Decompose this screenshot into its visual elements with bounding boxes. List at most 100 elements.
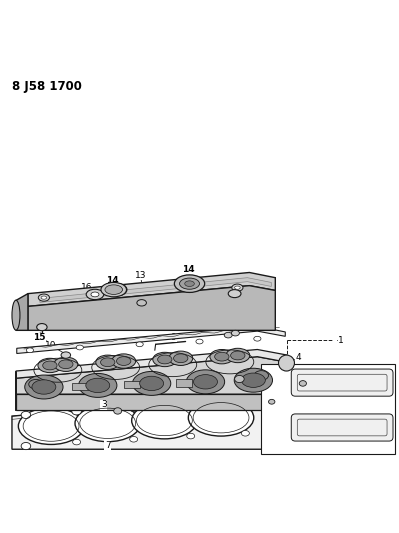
Ellipse shape xyxy=(79,374,117,398)
Ellipse shape xyxy=(226,348,250,362)
Ellipse shape xyxy=(186,370,225,394)
Ellipse shape xyxy=(224,333,232,338)
Text: 11: 11 xyxy=(233,280,244,289)
Ellipse shape xyxy=(114,408,122,414)
Bar xyxy=(176,379,192,386)
Text: (B): (B) xyxy=(267,379,279,388)
Text: 3: 3 xyxy=(101,400,107,409)
Ellipse shape xyxy=(275,442,284,450)
Ellipse shape xyxy=(153,352,177,367)
Ellipse shape xyxy=(241,431,249,436)
Text: (A): (A) xyxy=(267,413,279,422)
Ellipse shape xyxy=(276,409,286,415)
Ellipse shape xyxy=(279,355,294,371)
Text: 8: 8 xyxy=(244,325,249,334)
Ellipse shape xyxy=(185,281,194,286)
Text: 1: 1 xyxy=(338,336,344,345)
Bar xyxy=(124,381,140,388)
Text: 12: 12 xyxy=(15,311,26,320)
Ellipse shape xyxy=(187,433,195,439)
Ellipse shape xyxy=(140,376,164,391)
Ellipse shape xyxy=(174,354,188,362)
Polygon shape xyxy=(28,286,275,330)
Text: 6: 6 xyxy=(316,366,322,375)
Ellipse shape xyxy=(129,404,138,411)
Ellipse shape xyxy=(279,407,284,410)
Ellipse shape xyxy=(76,345,83,350)
Ellipse shape xyxy=(210,350,234,364)
Ellipse shape xyxy=(43,361,57,370)
Ellipse shape xyxy=(37,324,47,331)
FancyBboxPatch shape xyxy=(291,414,393,441)
Ellipse shape xyxy=(73,439,81,445)
Ellipse shape xyxy=(38,294,49,301)
Ellipse shape xyxy=(112,354,136,368)
Ellipse shape xyxy=(174,275,205,293)
Ellipse shape xyxy=(215,352,229,361)
Text: 4: 4 xyxy=(296,353,301,362)
Bar xyxy=(72,383,88,390)
Ellipse shape xyxy=(38,358,62,373)
Ellipse shape xyxy=(86,378,110,393)
Ellipse shape xyxy=(18,408,84,445)
Ellipse shape xyxy=(91,292,99,297)
Ellipse shape xyxy=(277,389,286,394)
Polygon shape xyxy=(16,394,287,410)
Polygon shape xyxy=(40,278,271,302)
Ellipse shape xyxy=(61,352,71,358)
Ellipse shape xyxy=(276,376,286,382)
Ellipse shape xyxy=(275,406,288,413)
Text: 14: 14 xyxy=(182,265,195,274)
Ellipse shape xyxy=(105,285,122,294)
Ellipse shape xyxy=(269,399,275,404)
Ellipse shape xyxy=(12,300,20,330)
Ellipse shape xyxy=(96,355,120,369)
Ellipse shape xyxy=(117,357,131,366)
Ellipse shape xyxy=(188,399,254,436)
Text: 16: 16 xyxy=(81,282,93,292)
Ellipse shape xyxy=(169,351,193,366)
Text: 10: 10 xyxy=(45,341,57,350)
FancyBboxPatch shape xyxy=(291,369,393,396)
Ellipse shape xyxy=(180,278,200,289)
Ellipse shape xyxy=(228,289,241,297)
Polygon shape xyxy=(12,394,291,449)
Ellipse shape xyxy=(26,348,34,353)
Ellipse shape xyxy=(101,282,126,297)
Polygon shape xyxy=(16,350,287,378)
Ellipse shape xyxy=(105,283,127,296)
Text: 5: 5 xyxy=(279,390,284,399)
Ellipse shape xyxy=(137,300,146,306)
Ellipse shape xyxy=(254,370,269,380)
Ellipse shape xyxy=(278,377,285,381)
Bar xyxy=(261,364,395,454)
Polygon shape xyxy=(17,326,285,353)
Ellipse shape xyxy=(130,437,138,442)
Text: 9: 9 xyxy=(171,333,176,342)
Ellipse shape xyxy=(25,375,63,399)
Ellipse shape xyxy=(101,358,115,367)
Ellipse shape xyxy=(41,296,47,299)
Ellipse shape xyxy=(29,379,43,389)
Ellipse shape xyxy=(299,381,306,386)
Ellipse shape xyxy=(132,402,197,439)
Polygon shape xyxy=(28,272,275,306)
Ellipse shape xyxy=(234,368,273,392)
Ellipse shape xyxy=(86,289,104,300)
Ellipse shape xyxy=(109,286,122,293)
Ellipse shape xyxy=(241,399,250,406)
Ellipse shape xyxy=(275,401,284,408)
Text: 13: 13 xyxy=(135,271,146,280)
Ellipse shape xyxy=(136,342,143,346)
Polygon shape xyxy=(15,371,16,410)
Ellipse shape xyxy=(75,405,140,442)
Ellipse shape xyxy=(278,410,285,414)
Text: 14: 14 xyxy=(106,276,119,285)
Ellipse shape xyxy=(59,360,73,369)
Ellipse shape xyxy=(235,286,240,289)
Ellipse shape xyxy=(196,339,203,344)
Ellipse shape xyxy=(72,408,81,415)
Ellipse shape xyxy=(158,355,172,364)
Ellipse shape xyxy=(235,375,244,383)
Text: 15: 15 xyxy=(33,333,45,342)
